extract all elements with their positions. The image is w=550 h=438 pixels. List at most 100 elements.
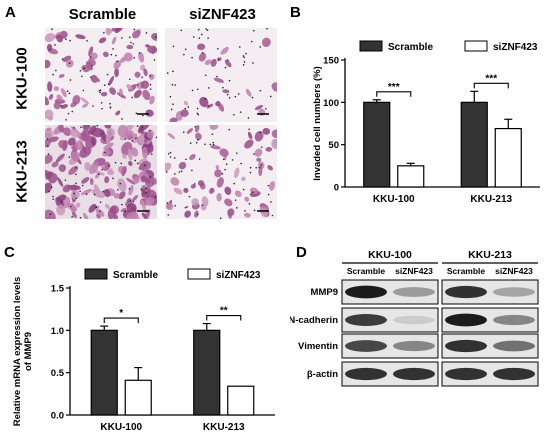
cell — [45, 109, 54, 120]
cell — [197, 180, 205, 187]
pore-dot — [66, 90, 69, 92]
pore-dot — [95, 206, 98, 208]
pore-dot — [90, 76, 92, 78]
pore-dot — [195, 141, 198, 144]
pore-dot — [206, 29, 209, 32]
blot-lane-label: siZNF423 — [395, 266, 433, 276]
pore-dot — [60, 104, 63, 107]
pore-dot — [115, 54, 117, 57]
pore-dot — [186, 206, 188, 208]
blot-protein-label: β-actin — [307, 369, 338, 380]
cell — [198, 52, 207, 62]
pore-dot — [252, 62, 254, 64]
cell — [109, 87, 117, 95]
cell — [173, 187, 183, 195]
pore-dot — [233, 113, 235, 116]
cell — [126, 198, 132, 203]
cell — [222, 89, 230, 94]
cell — [113, 193, 120, 199]
pore-dot — [132, 200, 135, 203]
pore-dot — [253, 153, 255, 155]
pore-dot — [73, 192, 75, 195]
pore-dot — [79, 190, 81, 193]
pore-dot — [258, 166, 261, 169]
cell — [271, 129, 277, 138]
cell — [51, 161, 59, 168]
pore-dot — [269, 95, 272, 98]
pore-dot — [75, 197, 77, 200]
significance-bracket — [473, 82, 509, 89]
cell — [215, 101, 221, 107]
pore-dot — [255, 166, 258, 169]
cell — [57, 177, 64, 187]
pore-dot — [64, 179, 67, 181]
pore-dot — [191, 89, 194, 92]
pore-dot — [110, 53, 113, 56]
pore-dot — [104, 151, 106, 154]
cell — [105, 134, 111, 145]
pore-dot — [96, 125, 99, 127]
x-tick-label: KKU-100 — [100, 422, 142, 433]
pore-dot — [155, 36, 157, 38]
legend-label: siZNF423 — [493, 42, 538, 53]
pore-dot — [128, 36, 131, 39]
pore-dot — [197, 28, 200, 31]
x-tick-label: KKU-213 — [470, 194, 512, 205]
pore-dot — [60, 201, 63, 203]
pore-dot — [231, 159, 234, 161]
cell — [82, 212, 90, 219]
blot-lane-label: siZNF423 — [495, 266, 533, 276]
cell — [167, 132, 176, 140]
cell — [117, 178, 127, 192]
pore-dot — [124, 138, 126, 140]
pore-dot — [169, 151, 172, 154]
cell — [98, 37, 107, 44]
pore-dot — [50, 186, 53, 189]
pore-dot — [249, 171, 252, 174]
cell — [141, 189, 146, 198]
cell — [75, 202, 81, 208]
cell — [105, 150, 112, 155]
cell — [45, 128, 54, 140]
cell — [169, 117, 178, 122]
pore-dot — [117, 188, 119, 191]
pore-dot — [248, 203, 251, 205]
pore-dot — [67, 112, 70, 115]
cell — [53, 101, 61, 110]
pore-dot — [187, 106, 190, 108]
cell — [141, 175, 151, 184]
bar-siznf423 — [397, 165, 425, 188]
pore-dot — [141, 126, 144, 128]
pore-dot — [149, 129, 151, 132]
pore-dot — [259, 131, 262, 134]
pore-dot — [116, 60, 118, 63]
cell — [62, 184, 72, 193]
cell — [104, 125, 112, 129]
pore-dot — [248, 128, 250, 131]
cell — [88, 125, 97, 135]
pore-dot — [196, 112, 199, 115]
pore-dot — [196, 213, 199, 216]
pore-dot — [217, 59, 220, 61]
pore-dot — [260, 146, 263, 148]
blot-group-label: KKU-213 — [468, 249, 512, 261]
cell — [119, 88, 123, 96]
pore-dot — [172, 45, 175, 48]
pore-dot — [174, 84, 177, 86]
pore-dot — [121, 203, 123, 206]
cell — [125, 211, 138, 219]
cell — [190, 184, 196, 189]
cell — [184, 210, 191, 218]
pore-dot — [155, 136, 157, 139]
pore-dot — [201, 204, 204, 206]
cell — [103, 51, 109, 58]
legend-swatch — [464, 40, 488, 52]
pore-dot — [235, 152, 238, 154]
pore-dot — [193, 183, 196, 185]
pore-dot — [92, 105, 94, 107]
pore-dot — [145, 187, 147, 190]
pore-dot — [150, 153, 153, 155]
pore-dot — [234, 199, 237, 201]
cell — [125, 177, 136, 185]
y-tick-label: 50 — [328, 140, 339, 151]
